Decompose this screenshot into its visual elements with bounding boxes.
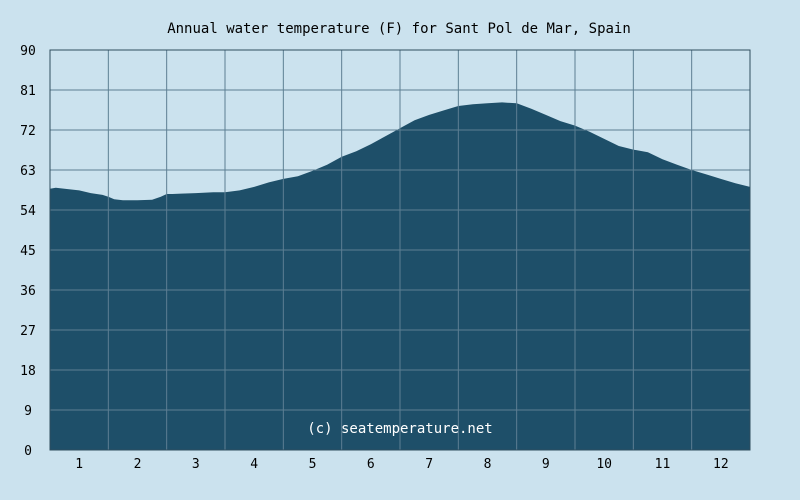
- x-tick-label: 5: [309, 457, 317, 472]
- x-tick-label: 1: [75, 457, 83, 472]
- x-tick-label: 6: [367, 457, 375, 472]
- x-tick-label: 9: [542, 457, 550, 472]
- y-tick-label: 45: [20, 244, 36, 259]
- plot-frame: [49, 49, 751, 451]
- y-tick-label: 90: [20, 44, 36, 59]
- y-tick-label: 0: [24, 444, 32, 459]
- y-tick-label: 72: [20, 124, 36, 139]
- x-tick-label: 11: [655, 457, 671, 472]
- y-tick-label: 63: [20, 164, 36, 179]
- y-tick-label: 81: [20, 84, 36, 99]
- x-tick-label: 2: [134, 457, 142, 472]
- y-tick-label: 36: [20, 284, 36, 299]
- y-tick-label: 27: [20, 324, 36, 339]
- watermark-text: (c) seatemperature.net: [307, 421, 492, 437]
- chart-title: Annual water temperature (F) for Sant Po…: [167, 21, 631, 37]
- x-tick-label: 12: [713, 457, 729, 472]
- x-tick-label: 8: [484, 457, 492, 472]
- x-tick-label: 10: [596, 457, 612, 472]
- y-tick-label: 18: [20, 364, 36, 379]
- y-tick-label: 9: [24, 404, 32, 419]
- x-tick-label: 7: [425, 457, 433, 472]
- y-tick-label: 54: [20, 204, 36, 219]
- x-tick-label: 3: [192, 457, 200, 472]
- x-tick-label: 4: [250, 457, 258, 472]
